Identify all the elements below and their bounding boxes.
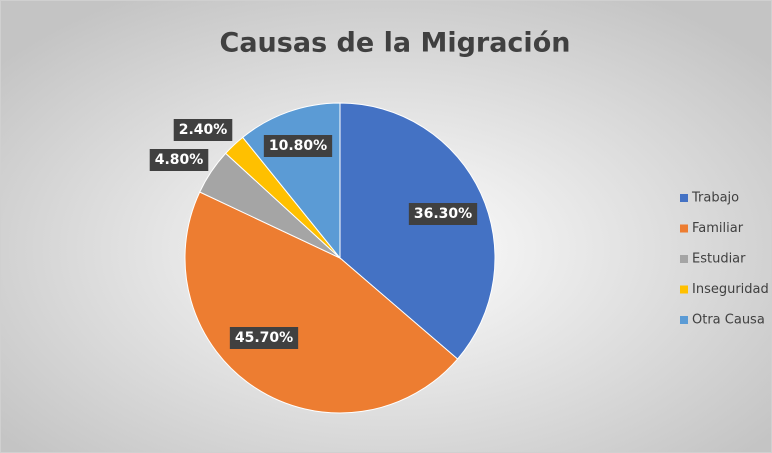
data-label: 4.80% [155,152,204,168]
data-label-box [149,149,209,171]
data-label: 45.70% [235,330,293,346]
pie-slice [339,102,496,360]
data-label-box [263,135,333,157]
legend-swatch [680,285,688,294]
legend-label: Otra Causa [692,313,765,328]
pie-slice [184,191,459,414]
data-label: 36.30% [414,206,472,222]
legend-label: Trabajo [691,191,739,206]
legend-swatch [680,316,688,324]
legend-swatch [680,224,688,233]
data-label-box [173,119,233,141]
data-label-box [229,327,299,349]
data-label: 2.40% [179,122,228,138]
legend-label: Estudiar [692,252,746,267]
legend-swatch [680,255,688,263]
data-label: 10.80% [269,138,327,154]
legend-label: Inseguridad [692,282,769,297]
legend-swatch [680,194,688,202]
chart-title: Causas de la Migración [220,28,571,59]
data-label-box [408,203,478,225]
legend-label: Familiar [692,221,744,236]
